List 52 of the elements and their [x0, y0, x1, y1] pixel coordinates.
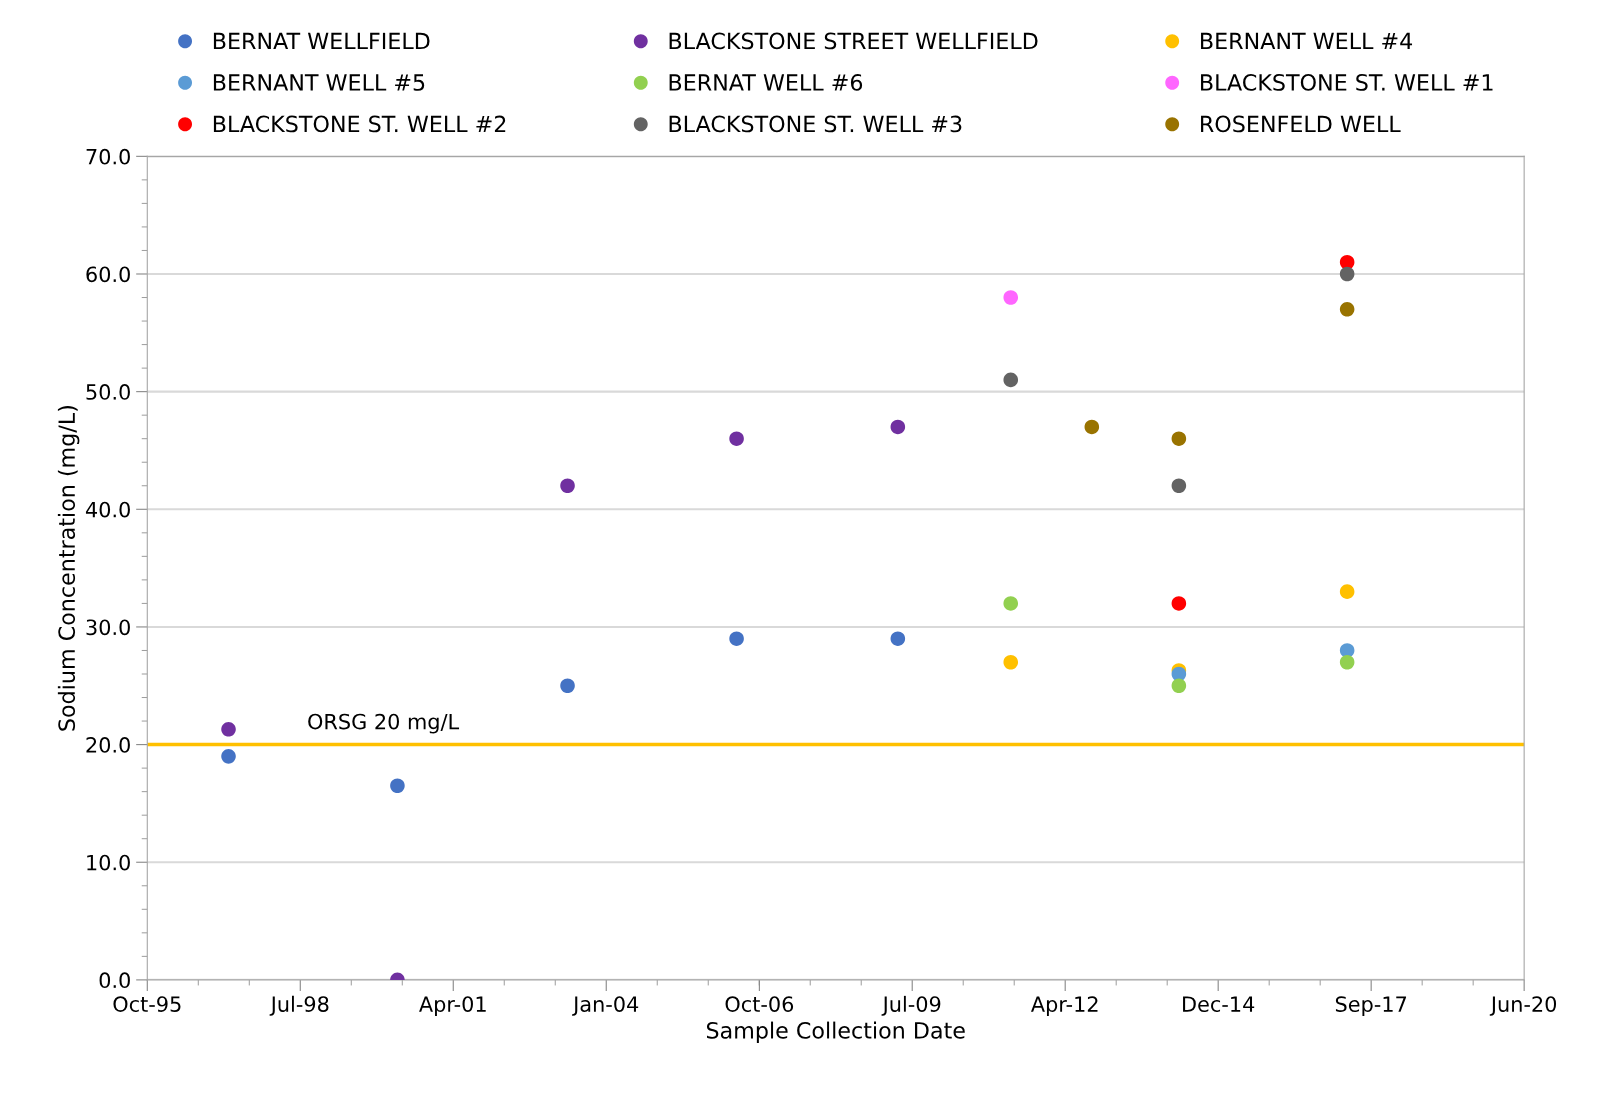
point — [221, 722, 236, 737]
point — [1003, 290, 1019, 305]
legend-label: BLACKSTONE ST. WELL #3 — [669, 115, 962, 133]
x-tick-label: Jan-04 — [572, 996, 639, 1016]
point — [1171, 431, 1187, 446]
legend-label: BLACKSTONE STREET WELLFIELD — [669, 32, 1038, 50]
x-tick-label: Apr-01 — [419, 996, 486, 1017]
point — [1003, 596, 1019, 611]
ref-line-label: ORSG 20 mg/L — [308, 713, 460, 734]
y-axis-title: Sodium Concentration (mg/L) — [57, 406, 80, 731]
point — [890, 631, 906, 646]
point — [1171, 478, 1187, 494]
y-tick-label: 20.0 — [86, 737, 130, 753]
legend-label: BERNAT WELL #6 — [669, 74, 863, 91]
x-tick-label: Jul-98 — [269, 995, 329, 1016]
x-tick-label: Jul-09 — [881, 995, 941, 1016]
y-tick-label: 50.0 — [86, 384, 130, 400]
point — [1339, 584, 1355, 599]
x-tick-label: Oct-95 — [113, 996, 181, 1012]
point — [560, 678, 575, 694]
y-tick-label: 40.0 — [85, 501, 130, 518]
point — [1003, 372, 1019, 388]
point — [560, 478, 575, 494]
y-tick-label: 70.0 — [86, 148, 130, 165]
y-tick-label: 0.0 — [99, 972, 130, 989]
legend-label: BLACKSTONE ST. WELL #2 — [213, 115, 506, 133]
point — [1084, 419, 1100, 435]
x-axis-title: Sample Collection Date — [706, 1021, 965, 1044]
y-tick-label: 60.0 — [86, 266, 130, 283]
point — [729, 431, 744, 446]
point — [1171, 596, 1187, 611]
x-tick-label: Apr-12 — [1030, 996, 1098, 1017]
point — [390, 778, 405, 794]
point — [1339, 302, 1355, 317]
point — [1339, 266, 1355, 282]
y-tick-label: 30.0 — [86, 619, 130, 636]
y-tick-label: 10.0 — [87, 854, 130, 871]
legend-label: ROSENFELD WELL — [1201, 115, 1401, 133]
legend-label: BERNAT WELLFIELD — [213, 32, 430, 50]
point — [729, 631, 744, 646]
x-tick-label: Dec-14 — [1183, 996, 1255, 1012]
point — [1003, 654, 1019, 670]
point — [1339, 654, 1355, 670]
legend-label: BERNANT WELL #4 — [1201, 32, 1413, 50]
x-tick-label: Oct-06 — [725, 996, 794, 1012]
legend-label: BLACKSTONE ST. WELL #1 — [1201, 74, 1493, 91]
point — [890, 419, 906, 435]
x-tick-label: Jun-20 — [1489, 996, 1557, 1016]
point — [221, 749, 236, 764]
legend-label: BERNANT WELL #5 — [213, 74, 425, 91]
x-tick-label: Sep-17 — [1335, 996, 1407, 1017]
point — [1171, 678, 1187, 694]
